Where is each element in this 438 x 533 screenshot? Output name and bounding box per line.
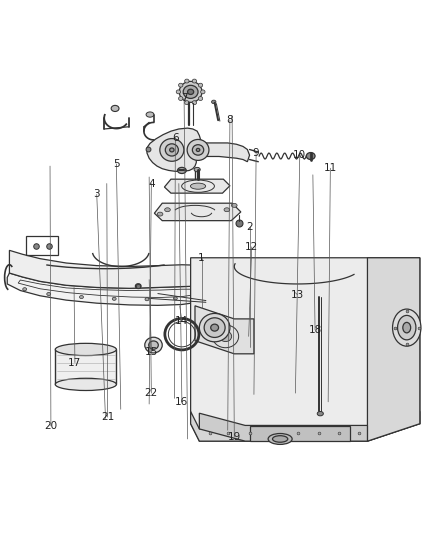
Ellipse shape xyxy=(165,144,178,156)
Text: 22: 22 xyxy=(145,388,158,398)
Text: 2: 2 xyxy=(246,222,253,232)
Ellipse shape xyxy=(196,148,200,151)
Ellipse shape xyxy=(398,316,416,340)
Bar xyxy=(55,350,117,384)
Ellipse shape xyxy=(231,204,237,207)
Text: 17: 17 xyxy=(68,358,81,368)
Text: 19: 19 xyxy=(228,432,241,442)
Ellipse shape xyxy=(111,106,119,111)
Polygon shape xyxy=(367,258,420,441)
Ellipse shape xyxy=(392,309,421,346)
Text: 18: 18 xyxy=(308,325,321,335)
Ellipse shape xyxy=(176,90,180,94)
Ellipse shape xyxy=(211,324,219,331)
Text: 8: 8 xyxy=(226,115,233,125)
Text: 13: 13 xyxy=(291,290,304,300)
Ellipse shape xyxy=(149,341,158,349)
Text: 10: 10 xyxy=(293,150,306,160)
Ellipse shape xyxy=(199,313,230,342)
Ellipse shape xyxy=(157,212,163,216)
Ellipse shape xyxy=(219,331,232,342)
Ellipse shape xyxy=(145,337,162,353)
Ellipse shape xyxy=(185,79,189,83)
Ellipse shape xyxy=(212,100,216,103)
Ellipse shape xyxy=(179,96,183,101)
Text: 12: 12 xyxy=(245,242,258,252)
Ellipse shape xyxy=(198,96,203,101)
Bar xyxy=(26,236,58,255)
Ellipse shape xyxy=(55,378,117,391)
Text: 16: 16 xyxy=(175,397,188,407)
Text: 14: 14 xyxy=(175,316,188,326)
Polygon shape xyxy=(164,179,230,193)
Ellipse shape xyxy=(198,83,203,87)
Polygon shape xyxy=(154,203,241,221)
Ellipse shape xyxy=(187,89,194,94)
Polygon shape xyxy=(147,128,250,171)
Ellipse shape xyxy=(80,295,83,298)
Polygon shape xyxy=(7,273,208,305)
Text: 20: 20 xyxy=(44,421,57,431)
Ellipse shape xyxy=(185,101,189,104)
Ellipse shape xyxy=(224,208,230,212)
Polygon shape xyxy=(195,306,254,354)
Ellipse shape xyxy=(179,82,202,102)
Ellipse shape xyxy=(272,435,288,442)
Ellipse shape xyxy=(165,208,170,212)
Polygon shape xyxy=(199,413,367,441)
Text: 9: 9 xyxy=(253,148,259,158)
Ellipse shape xyxy=(192,101,197,104)
Ellipse shape xyxy=(192,79,197,83)
Text: 6: 6 xyxy=(172,133,179,143)
Ellipse shape xyxy=(179,83,183,87)
Ellipse shape xyxy=(193,295,197,298)
Text: 5: 5 xyxy=(113,159,120,169)
Ellipse shape xyxy=(23,288,27,290)
Ellipse shape xyxy=(170,148,174,152)
Ellipse shape xyxy=(317,411,323,416)
Ellipse shape xyxy=(306,152,315,159)
Ellipse shape xyxy=(204,318,225,337)
Ellipse shape xyxy=(177,167,186,174)
Ellipse shape xyxy=(268,433,292,445)
Ellipse shape xyxy=(145,298,149,301)
Text: 4: 4 xyxy=(148,179,155,189)
Text: 7: 7 xyxy=(181,93,187,103)
Polygon shape xyxy=(191,258,420,441)
Ellipse shape xyxy=(47,293,51,295)
Polygon shape xyxy=(10,251,208,288)
Text: 15: 15 xyxy=(145,346,158,357)
Ellipse shape xyxy=(191,183,206,189)
Text: 3: 3 xyxy=(93,189,100,199)
Ellipse shape xyxy=(55,343,117,356)
Ellipse shape xyxy=(160,139,184,161)
Ellipse shape xyxy=(403,322,411,333)
Ellipse shape xyxy=(187,140,209,160)
Ellipse shape xyxy=(146,112,154,117)
Ellipse shape xyxy=(135,284,141,288)
Ellipse shape xyxy=(173,297,177,300)
Ellipse shape xyxy=(112,297,116,300)
Text: 1: 1 xyxy=(198,253,205,263)
Polygon shape xyxy=(250,426,350,441)
Ellipse shape xyxy=(183,85,198,99)
Ellipse shape xyxy=(194,167,200,172)
Ellipse shape xyxy=(201,90,205,94)
Polygon shape xyxy=(191,411,420,441)
Text: 21: 21 xyxy=(101,412,114,422)
Ellipse shape xyxy=(192,144,204,155)
Text: 11: 11 xyxy=(324,163,337,173)
